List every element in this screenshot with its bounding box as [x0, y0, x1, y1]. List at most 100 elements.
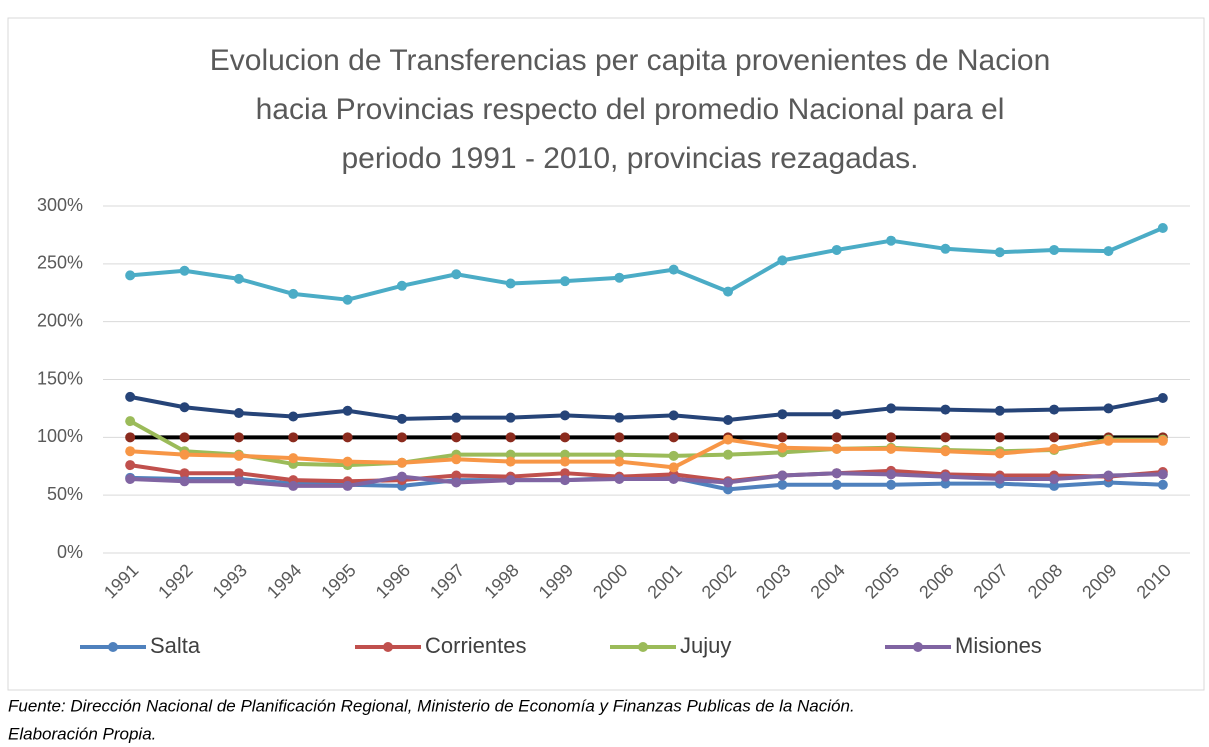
data-point [831, 409, 842, 420]
data-point [614, 456, 625, 467]
data-point [831, 244, 842, 255]
data-point [451, 470, 462, 481]
data-point [723, 286, 734, 297]
data-point [831, 432, 842, 443]
data-point [1157, 393, 1168, 404]
data-point [451, 412, 462, 423]
data-point [777, 470, 788, 481]
data-point [125, 446, 136, 457]
data-point [668, 462, 679, 473]
data-point [559, 276, 570, 287]
data-point [342, 432, 353, 443]
source-note: Elaboración Propia. [8, 724, 156, 743]
data-point [723, 477, 734, 488]
data-point [396, 280, 407, 291]
y-tick-label: 200% [37, 310, 83, 330]
data-point [614, 449, 625, 460]
data-point [777, 479, 788, 490]
data-point [1049, 432, 1060, 443]
data-point [994, 432, 1005, 443]
y-tick-label: 100% [37, 426, 83, 446]
data-point [288, 453, 299, 464]
data-point [994, 473, 1005, 484]
series-line [129, 394, 1164, 422]
data-point [1103, 470, 1114, 481]
legend-marker [638, 642, 648, 652]
data-point [668, 410, 679, 421]
data-point [505, 475, 516, 486]
data-point [179, 402, 190, 413]
data-point [288, 432, 299, 443]
data-point [233, 432, 244, 443]
data-point [559, 456, 570, 467]
legend-marker [913, 642, 923, 652]
series-line [130, 437, 1163, 470]
data-point [179, 432, 190, 443]
data-point [831, 443, 842, 454]
data-point [559, 468, 570, 479]
data-point [1157, 469, 1168, 480]
y-tick-label: 0% [57, 542, 83, 562]
data-point [777, 432, 788, 443]
data-point [505, 412, 516, 423]
data-point [125, 473, 136, 484]
data-point [125, 416, 136, 427]
data-point [233, 450, 244, 461]
data-point [940, 243, 951, 254]
data-point [1049, 443, 1060, 454]
data-point [886, 432, 897, 443]
data-point [505, 449, 516, 460]
data-point [1157, 222, 1168, 233]
data-point [451, 432, 462, 443]
data-point [994, 405, 1005, 416]
data-point [288, 411, 299, 422]
data-point [723, 449, 734, 460]
data-point [233, 273, 244, 284]
data-point [886, 443, 897, 454]
data-point [614, 432, 625, 443]
series-line [129, 419, 1163, 468]
data-point [1049, 473, 1060, 484]
legend-label: Corrientes [425, 633, 526, 658]
data-point [559, 449, 570, 460]
data-point [614, 272, 625, 283]
data-point [1103, 246, 1114, 257]
legend-marker [383, 642, 393, 652]
data-point [831, 479, 842, 490]
data-point [886, 403, 897, 414]
data-point [1157, 479, 1168, 490]
data-point [559, 475, 570, 486]
data-point [940, 446, 951, 457]
data-point [1157, 435, 1168, 446]
chart-title: periodo 1991 - 2010, provincias rezagada… [341, 142, 918, 175]
data-point [1103, 435, 1114, 446]
data-point [342, 480, 353, 491]
data-point [940, 432, 951, 443]
data-point [886, 469, 897, 480]
y-tick-label: 50% [47, 484, 83, 504]
data-point [777, 409, 788, 420]
data-point [396, 471, 407, 482]
legend-label: Salta [150, 633, 201, 658]
legend-marker [108, 642, 118, 652]
data-point [886, 479, 897, 490]
data-point [723, 484, 734, 495]
data-point [668, 264, 679, 275]
data-point [614, 473, 625, 484]
data-point [1049, 244, 1060, 255]
series-line [129, 463, 1163, 484]
data-point [723, 434, 734, 445]
chart-title: hacia Provincias respecto del promedio N… [256, 93, 1005, 126]
chart-title: Evolucion de Transferencias per capita p… [210, 44, 1051, 77]
series-line [130, 226, 1164, 302]
data-point [559, 432, 570, 443]
y-tick-label: 150% [37, 368, 83, 388]
data-point [451, 269, 462, 280]
data-point [233, 476, 244, 487]
source-note: Fuente: Dirección Nacional de Planificac… [8, 696, 855, 715]
data-point [886, 235, 897, 246]
data-point [723, 414, 734, 425]
data-point [1049, 404, 1060, 415]
data-point [505, 432, 516, 443]
data-point [179, 476, 190, 487]
